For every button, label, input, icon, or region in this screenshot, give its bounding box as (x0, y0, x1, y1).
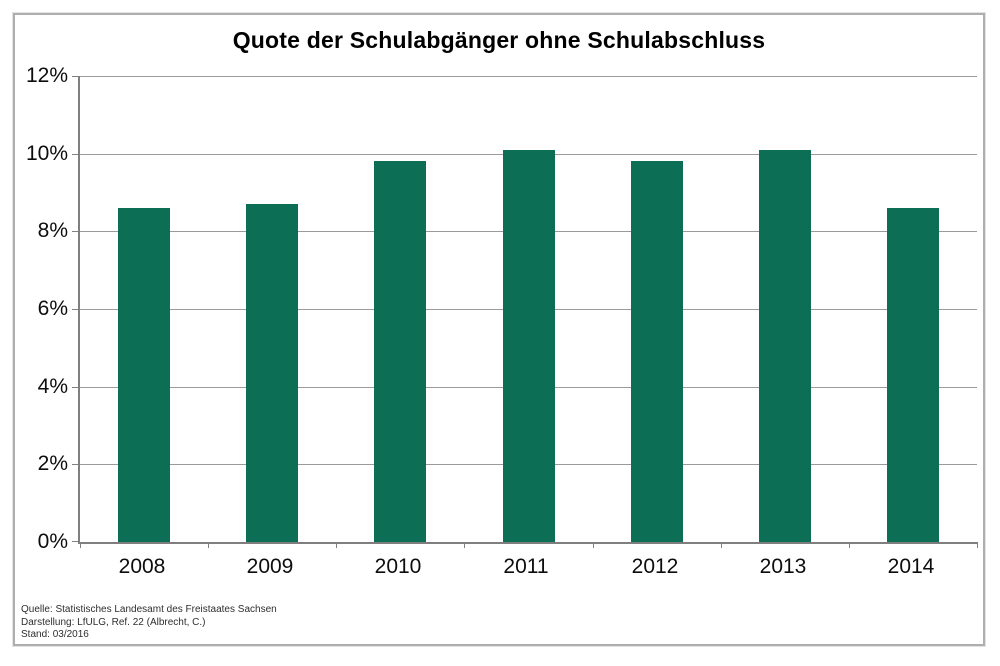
x-axis-tick (464, 542, 465, 548)
bar-2010 (374, 161, 426, 542)
x-axis-tick (849, 542, 850, 548)
y-axis-tick (72, 541, 80, 542)
y-axis-label-2pct: 2% (37, 452, 68, 475)
source-note: Quelle: Statistisches Landesamt des Frei… (21, 604, 277, 642)
x-axis-label-2009: 2009 (246, 555, 294, 578)
x-axis-label-2012: 2012 (631, 555, 679, 578)
x-axis-tick (336, 542, 337, 548)
x-axis-tick (721, 542, 722, 548)
x-axis-label-2013: 2013 (759, 555, 807, 578)
bar-2013 (759, 150, 811, 542)
bar-2011 (503, 150, 555, 542)
date-line: Stand: 03/2016 (21, 629, 89, 640)
bar-2012 (631, 161, 683, 542)
y-axis-tick (72, 464, 80, 465)
y-axis-tick (72, 309, 80, 310)
x-axis-tick (593, 542, 594, 548)
bar-2009 (246, 204, 298, 542)
x-axis-label-2014: 2014 (887, 555, 935, 578)
chart-frame: Quote der Schulabgänger ohne Schulabschl… (13, 13, 985, 646)
credit-line: Darstellung: LfULG, Ref. 22 (Albrecht, C… (21, 616, 206, 628)
x-axis-label-2011: 2011 (503, 555, 549, 578)
x-axis-tick (208, 542, 209, 548)
y-axis-label-0pct: 0% (37, 530, 68, 553)
y-axis-tick (72, 387, 80, 388)
y-axis-label-6pct: 6% (37, 297, 68, 320)
x-axis-label-2010: 2010 (374, 555, 422, 578)
x-axis-tick (80, 542, 81, 548)
bar-2014 (887, 208, 939, 542)
plot-area (72, 76, 978, 548)
y-axis-tick (72, 76, 80, 77)
y-axis-label-10pct: 10% (25, 142, 68, 165)
y-axis-tick (72, 231, 80, 232)
x-axis-label-2008: 2008 (118, 555, 166, 578)
x-axis-tick (977, 542, 978, 548)
y-axis-tick (72, 154, 80, 155)
bar-2008 (118, 208, 170, 542)
y-axis-label-8pct: 8% (37, 219, 68, 242)
y-axis-label-12pct: 12% (25, 64, 68, 87)
chart-title: Quote der Schulabgänger ohne Schulabschl… (232, 27, 766, 53)
source-line: Quelle: Statistisches Landesamt des Frei… (21, 604, 277, 615)
y-axis-label-4pct: 4% (37, 375, 68, 398)
gridline-12pct (80, 76, 977, 77)
